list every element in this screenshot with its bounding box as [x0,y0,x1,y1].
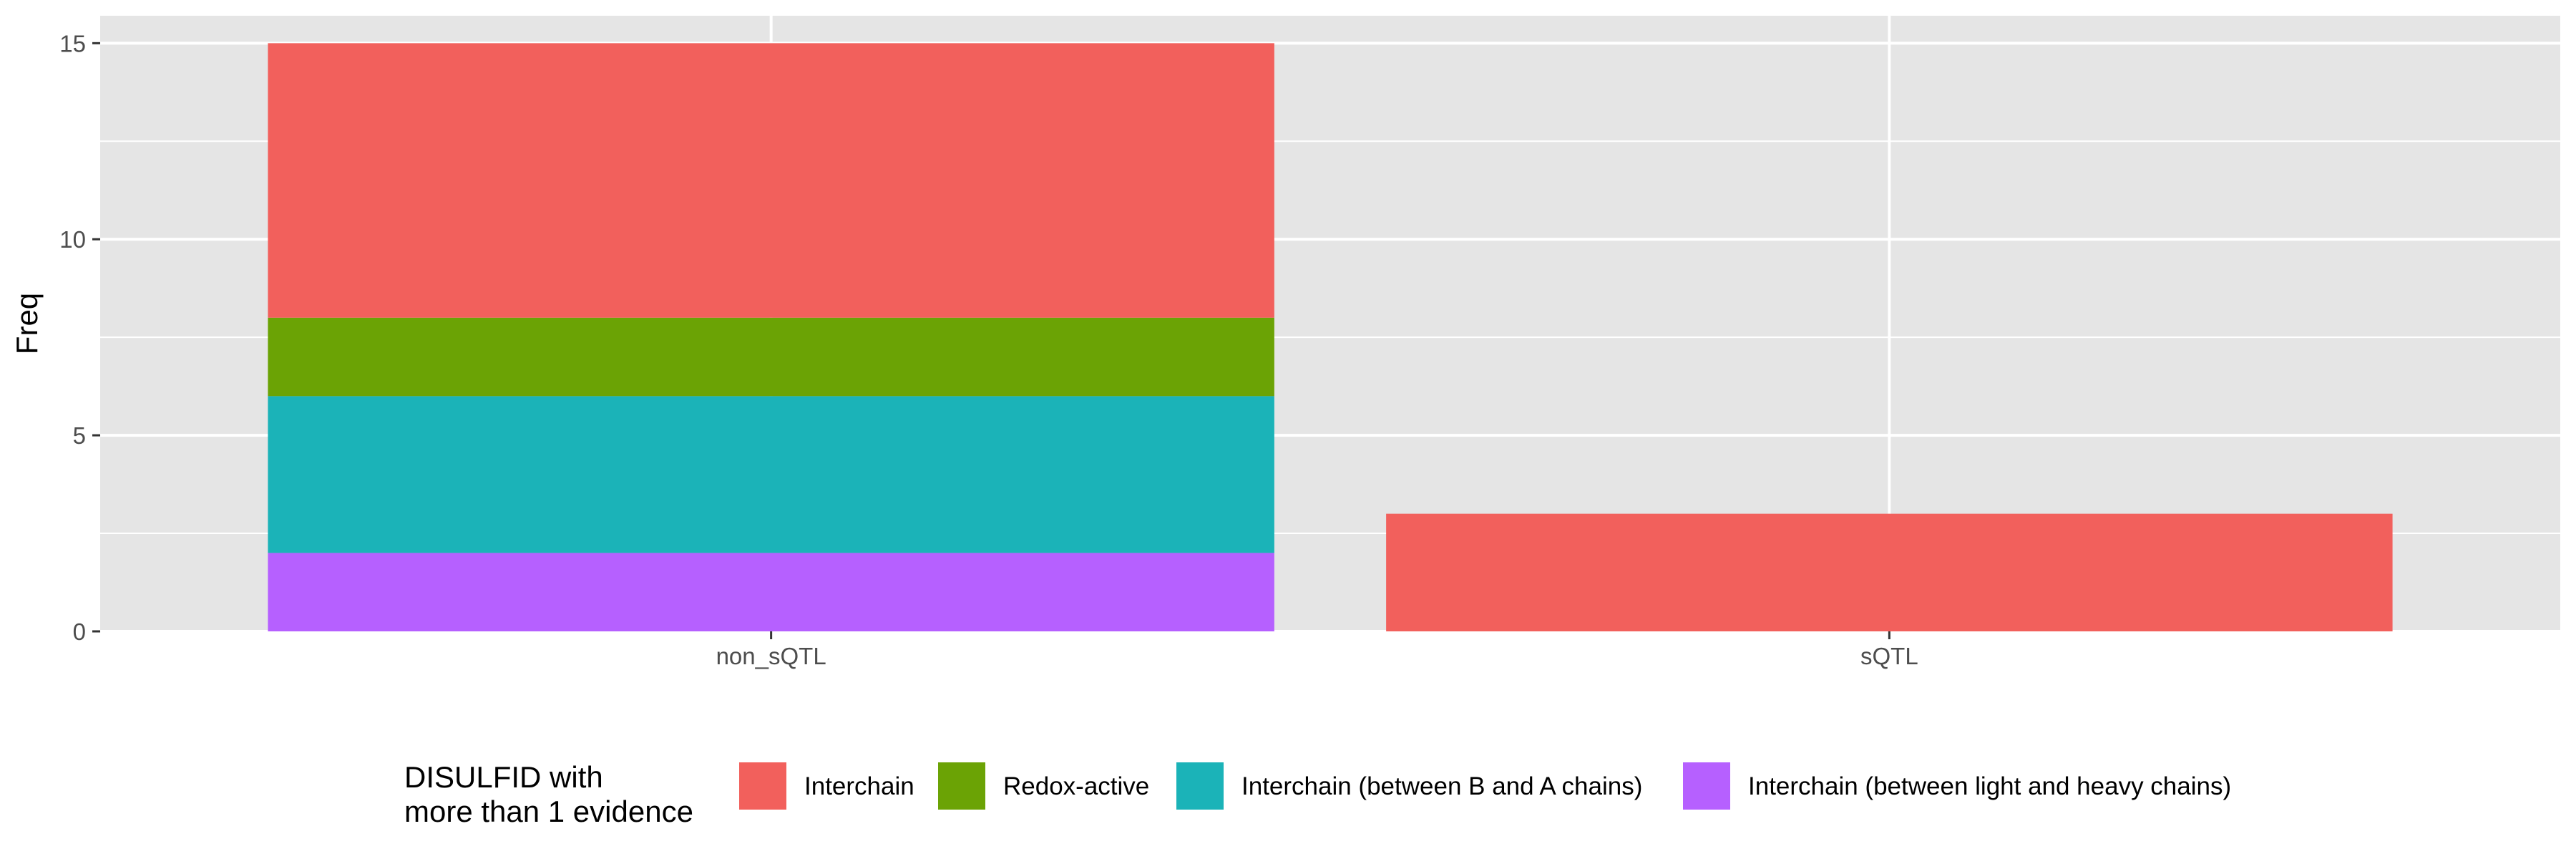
legend-title-line-2: more than 1 evidence [404,795,693,828]
bar-segment [1386,513,2393,631]
y-tick-label: 10 [59,226,86,253]
legend-label: Interchain [804,772,914,800]
legend-key [938,762,985,810]
y-axis: 0 5 10 15 [59,30,100,645]
y-tick-label: 5 [73,422,86,449]
legend-label: Interchain (between light and heavy chai… [1748,772,2231,800]
x-tick-label: sQTL [1860,643,1918,669]
legend-key [1176,762,1224,810]
x-tick-label: non_sQTL [716,643,826,669]
bar-segment [268,317,1274,397]
legend-label: Interchain (between B and A chains) [1241,772,1642,800]
y-tick-label: 0 [73,618,86,645]
x-axis: non_sQTL sQTL [716,631,1918,669]
y-tick-label: 15 [59,30,86,57]
bar-segment [268,553,1274,631]
legend-key [1683,762,1730,810]
y-axis-title: Freq [10,293,44,354]
bar-segment [268,43,1274,318]
legend-title-line-1: DISULFID with [404,760,603,794]
legend-key [739,762,786,810]
bars [268,43,2393,631]
bar-segment [268,396,1274,553]
legend-label: Redox-active [1003,772,1149,800]
legend: DISULFID with more than 1 evidence Inter… [404,760,2231,828]
